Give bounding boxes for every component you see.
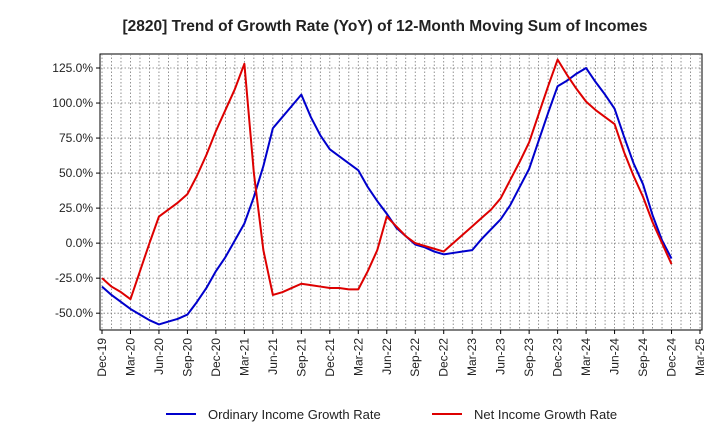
x-tick-label: Dec-24 xyxy=(665,338,679,377)
series-line-2 xyxy=(101,58,673,301)
x-tick-label: Mar-25 xyxy=(693,338,707,376)
x-tick-label: Sep-23 xyxy=(522,338,536,377)
y-tick-label: 100.0% xyxy=(52,96,93,110)
grid xyxy=(100,54,702,330)
x-tick-label: Dec-23 xyxy=(551,338,565,377)
x-tick-label: Mar-24 xyxy=(579,338,593,376)
y-tick-label: -50.0% xyxy=(55,306,93,320)
y-axis: -50.0% -25.0% 0.0% 25.0% 50.0% 75.0% 100.0% 125… xyxy=(52,61,100,320)
x-tick-label: Dec-20 xyxy=(209,338,223,377)
x-tick-label: Mar-20 xyxy=(123,338,137,376)
series-lines xyxy=(101,58,673,326)
x-tick-label: Dec-22 xyxy=(437,338,451,377)
legend-label-1: Ordinary Income Growth Rate xyxy=(208,407,381,422)
x-tick-label: Jun-23 xyxy=(494,338,508,375)
x-tick-label: Jun-22 xyxy=(380,338,394,375)
y-tick-label: 0.0% xyxy=(66,236,94,250)
legend: Ordinary Income Growth Rate Net Income Gr… xyxy=(166,407,617,422)
y-tick-label: 125.0% xyxy=(52,61,93,75)
series-line-1 xyxy=(101,67,673,326)
x-axis: Dec-19 Mar-20 Jun-20 Sep-20 Dec-20 Mar-21 Jun-… xyxy=(95,330,707,377)
x-tick-label: Mar-23 xyxy=(465,338,479,376)
y-tick-label: -25.0% xyxy=(55,271,93,285)
x-tick-label: Jun-21 xyxy=(266,338,280,375)
x-tick-label: Sep-20 xyxy=(180,338,194,377)
y-tick-label: 25.0% xyxy=(59,201,93,215)
x-tick-label: Sep-22 xyxy=(408,338,422,377)
x-tick-label: Mar-22 xyxy=(351,338,365,376)
x-tick-label: Sep-21 xyxy=(294,338,308,377)
x-tick-label: Sep-24 xyxy=(636,338,650,377)
y-tick-label: 75.0% xyxy=(59,131,93,145)
x-tick-label: Mar-21 xyxy=(237,338,251,376)
y-tick-label: 50.0% xyxy=(59,166,93,180)
chart-title: [2820] Trend of Growth Rate (YoY) of 12-… xyxy=(122,18,647,35)
plot-area xyxy=(99,53,703,331)
x-tick-label: Jun-24 xyxy=(608,338,622,375)
x-tick-label: Jun-20 xyxy=(152,338,166,375)
x-tick-label: Dec-21 xyxy=(323,338,337,377)
legend-label-2: Net Income Growth Rate xyxy=(474,407,617,422)
x-tick-label: Dec-19 xyxy=(95,338,109,377)
